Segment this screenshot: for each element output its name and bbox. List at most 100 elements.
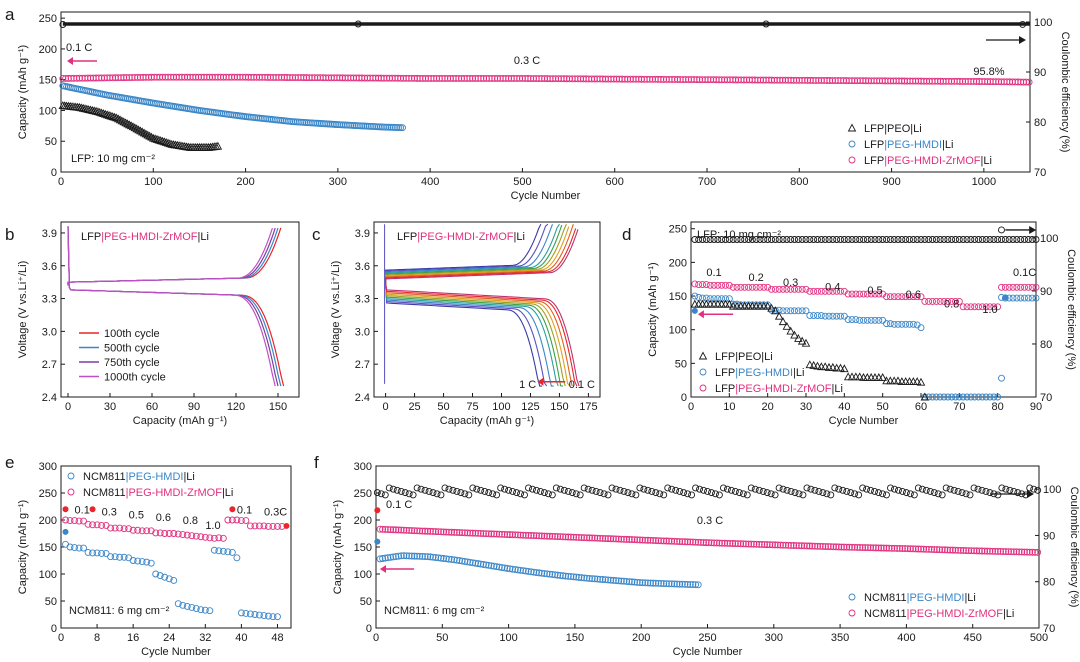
efficiency-point bbox=[536, 488, 544, 495]
data-point bbox=[827, 543, 835, 551]
efficiency-point bbox=[612, 485, 620, 493]
data-point bbox=[762, 76, 770, 84]
data-point bbox=[710, 281, 718, 289]
efficiency-point bbox=[517, 490, 524, 498]
data-point bbox=[237, 517, 245, 524]
data-point bbox=[944, 546, 951, 554]
efficiency-point bbox=[695, 236, 703, 243]
data-point bbox=[1010, 548, 1018, 556]
data-point bbox=[872, 544, 880, 552]
x-tick-label: 80 bbox=[992, 401, 1004, 413]
data-point bbox=[139, 128, 149, 137]
data-point bbox=[890, 293, 898, 301]
data-point bbox=[591, 575, 599, 583]
data-point bbox=[123, 119, 132, 128]
data-point bbox=[95, 107, 105, 116]
data-point bbox=[203, 73, 211, 81]
x-tick-label: 175 bbox=[579, 401, 597, 413]
data-point bbox=[482, 561, 490, 569]
data-point bbox=[802, 307, 810, 315]
data-point bbox=[253, 73, 261, 81]
data-point bbox=[104, 110, 114, 119]
data-point bbox=[134, 125, 143, 134]
y-tick-label: 2.7 bbox=[42, 359, 57, 371]
data-point bbox=[316, 74, 324, 82]
legend-marker bbox=[848, 140, 856, 148]
data-point bbox=[704, 76, 712, 84]
y-tick-label: 300 bbox=[39, 461, 57, 473]
data-point bbox=[143, 527, 151, 535]
data-point bbox=[747, 540, 755, 548]
data-point bbox=[546, 570, 554, 578]
efficiency-point bbox=[994, 236, 1002, 243]
efficiency-point bbox=[852, 236, 860, 243]
data-point bbox=[546, 75, 554, 83]
y-tick-label: 50 bbox=[675, 358, 687, 370]
data-point bbox=[246, 522, 254, 530]
efficiency-point bbox=[1005, 236, 1013, 243]
data-point bbox=[852, 290, 860, 298]
arrow-head bbox=[1027, 490, 1034, 498]
data-point bbox=[994, 393, 1002, 401]
efficiency-point bbox=[825, 236, 833, 243]
data-point bbox=[771, 285, 779, 293]
data-point bbox=[873, 77, 881, 85]
data-point bbox=[959, 393, 967, 401]
y-tick-label: 250 bbox=[39, 13, 57, 25]
data-point bbox=[875, 316, 883, 324]
data-point bbox=[640, 75, 648, 83]
efficiency-point bbox=[998, 226, 1005, 234]
data-point bbox=[1023, 548, 1031, 556]
data-point bbox=[687, 76, 695, 84]
data-point bbox=[871, 290, 879, 298]
data-point bbox=[860, 316, 867, 324]
data-point bbox=[705, 539, 713, 547]
efficiency-point bbox=[560, 486, 568, 494]
efficiency-point bbox=[886, 236, 894, 243]
data-point bbox=[783, 285, 791, 293]
efficiency-point bbox=[409, 491, 417, 499]
y-tick-label: 3.3 bbox=[355, 294, 370, 306]
data-point bbox=[710, 76, 717, 84]
data-point bbox=[138, 558, 146, 566]
data-point bbox=[967, 78, 975, 85]
data-point bbox=[1017, 283, 1025, 291]
efficiency-point bbox=[934, 490, 942, 498]
efficiency-point bbox=[827, 491, 835, 499]
data-point bbox=[1005, 548, 1012, 556]
data-point bbox=[913, 293, 921, 301]
data-point bbox=[386, 123, 393, 131]
data-point bbox=[865, 77, 872, 85]
data-point bbox=[130, 123, 140, 132]
data-point bbox=[479, 561, 487, 568]
data-point bbox=[791, 307, 798, 315]
panel-f: f0 50 100 150 200 250 300 350 400 450 500050100150… bbox=[314, 453, 1080, 658]
data-point bbox=[107, 524, 115, 532]
data-point bbox=[994, 303, 1002, 311]
data-point bbox=[859, 544, 867, 552]
data-point bbox=[387, 526, 395, 534]
data-point bbox=[914, 77, 922, 85]
efficiency-point bbox=[672, 486, 680, 494]
efficiency-point bbox=[775, 484, 783, 492]
data-point bbox=[274, 523, 281, 530]
data-point bbox=[117, 74, 125, 82]
y-tick-label: 0 bbox=[51, 623, 57, 635]
data-point bbox=[914, 545, 922, 553]
data-point bbox=[833, 312, 841, 320]
discharge-curve bbox=[385, 283, 571, 387]
efficiency-point bbox=[767, 490, 775, 498]
charge-curve bbox=[385, 223, 549, 284]
efficiency-point bbox=[856, 236, 864, 243]
panel-label: a bbox=[5, 5, 15, 24]
data-point bbox=[71, 517, 78, 524]
data-point bbox=[482, 530, 490, 538]
y2-tick-label: 100 bbox=[1034, 17, 1052, 29]
data-point bbox=[59, 75, 67, 82]
data-point bbox=[894, 293, 902, 301]
efficiency-point bbox=[572, 490, 580, 498]
data-point bbox=[989, 78, 997, 86]
efficiency-point bbox=[811, 486, 819, 494]
data-point bbox=[444, 75, 452, 82]
y-tick-label: 2.7 bbox=[355, 359, 370, 371]
